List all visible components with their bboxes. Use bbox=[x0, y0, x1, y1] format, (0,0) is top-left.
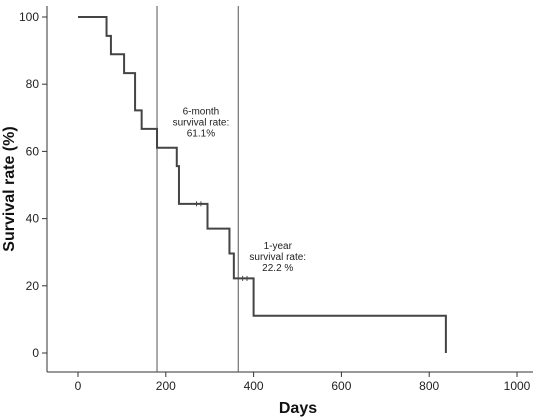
axes bbox=[46, 6, 533, 373]
x-tick-label: 400 bbox=[244, 379, 264, 393]
survival-rate-annotation: 6-month survival rate: 61.1% bbox=[173, 106, 230, 139]
ticks: 0 200 400 600 800 1000 0 20 40 60 80 100 bbox=[19, 10, 531, 393]
x-tick-label: 200 bbox=[156, 379, 176, 393]
survival-step-line bbox=[78, 16, 447, 353]
series-group bbox=[78, 16, 447, 353]
annotations: 6-month survival rate: 61.1% 1-year survival… bbox=[173, 106, 307, 273]
y-axis-title: Survival rate (%) bbox=[1, 126, 18, 251]
x-tick-label: 0 bbox=[75, 379, 82, 393]
x-tick-label: 600 bbox=[331, 379, 351, 393]
y-tick-label: 40 bbox=[26, 212, 40, 226]
survival-rate-annotation: 1-year survival rate: 22.2 % bbox=[249, 241, 306, 274]
x-axis-title: Days bbox=[279, 400, 317, 417]
x-tick-label: 1000 bbox=[504, 379, 531, 393]
y-tick-label: 100 bbox=[19, 10, 39, 24]
y-tick-label: 60 bbox=[26, 144, 40, 158]
y-tick-label: 20 bbox=[26, 279, 40, 293]
y-tick-label: 80 bbox=[26, 77, 40, 91]
y-tick-label: 0 bbox=[32, 346, 39, 360]
x-tick-label: 800 bbox=[419, 379, 439, 393]
reference-lines bbox=[156, 6, 239, 372]
